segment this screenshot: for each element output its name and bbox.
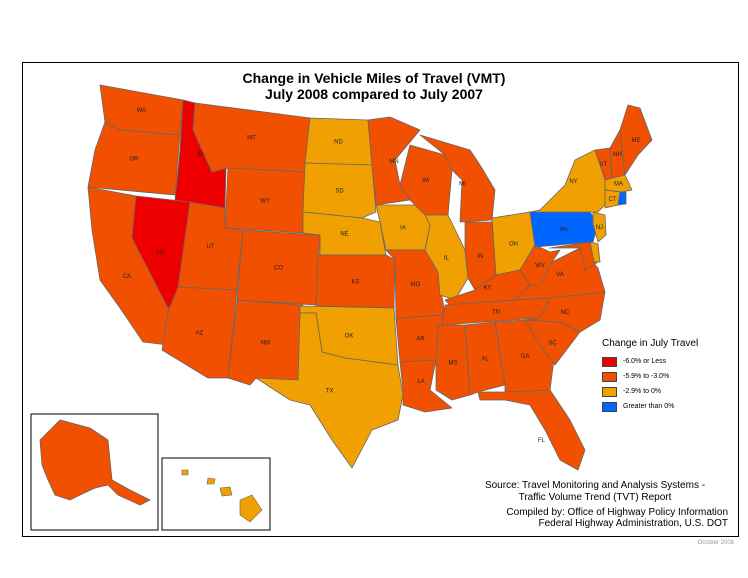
map-title: Change in Vehicle Miles of Travel (VMT) [242, 70, 506, 86]
state-label-tx: TX [326, 389, 334, 395]
state-MA [604, 174, 633, 193]
compiled-line-2: Federal Highway Administration, U.S. DOT [538, 518, 728, 529]
state-label-il: IL [444, 256, 450, 262]
source-line-1: Source: Travel Monitoring and Analysis S… [484, 480, 706, 491]
state-MI [419, 134, 496, 223]
state-label-oh: OH [509, 242, 518, 248]
state-VA [514, 247, 606, 301]
state-NJ [592, 211, 607, 243]
legend-label: -6.0% or Less [623, 358, 667, 365]
state-label-mo: MO [411, 282, 421, 288]
legend-item: -2.9% to 0% [602, 384, 698, 399]
state-label-ma: MA [614, 182, 623, 188]
state-label-mt: MT [247, 136, 256, 142]
state-label-ny: NY [569, 179, 577, 185]
state-label-az: AZ [196, 331, 204, 337]
state-label-sd: SD [335, 189, 344, 195]
state-IL [424, 214, 469, 301]
legend-swatch-orange [602, 371, 617, 382]
state-label-wi: WI [422, 178, 430, 184]
date-stamp: October 2008 [697, 540, 734, 546]
state-label-nh: NH [613, 152, 622, 158]
state-label-wy: WY [260, 199, 270, 205]
state-label-al: AL [481, 357, 489, 363]
state-label-nm: NM [261, 341, 270, 347]
state-label-co: CO [274, 266, 283, 272]
state-label-in: IN [478, 254, 484, 260]
state-label-ct: CT [609, 197, 617, 203]
map-frame [22, 62, 739, 537]
state-NY [529, 149, 606, 213]
legend-swatch-yellow [602, 386, 617, 397]
legend: Change in July Travel -6.0% or Less -5.9… [602, 338, 698, 414]
state-label-ar: AR [416, 337, 425, 343]
state-label-ne: NE [340, 232, 348, 238]
state-label-la: LA [417, 379, 424, 385]
source-line-2: Traffic Volume Trend (TVT) Report [518, 492, 672, 503]
state-label-fl: FL [538, 438, 546, 444]
hawaii-inset [161, 457, 271, 531]
state-label-ut: UT [207, 244, 215, 250]
legend-item: Greater than 0% [602, 399, 698, 414]
state-HI [239, 494, 263, 523]
state-OR [87, 121, 181, 196]
state-label-or: OR [130, 157, 140, 163]
state-label-ok: OK [345, 334, 354, 340]
legend-label: Greater than 0% [623, 403, 675, 410]
state-label-ia: IA [400, 226, 406, 232]
state-SD [302, 162, 377, 219]
state-label-mi: MI [459, 182, 466, 188]
state-label-tn: TN [492, 310, 500, 316]
state-label-sc: SC [548, 341, 557, 347]
state-TX [255, 312, 404, 469]
state-label-va: VA [556, 272, 564, 278]
map-subtitle: July 2008 compared to July 2007 [265, 86, 483, 102]
compiled-note: Compiled by: Office of Highway Policy In… [470, 507, 728, 529]
alaska-inset [30, 413, 159, 531]
state-label-ga: GA [521, 354, 530, 360]
state-FL [477, 389, 586, 471]
source-note: Source: Travel Monitoring and Analysis S… [470, 480, 720, 504]
state-label-nd: ND [334, 140, 343, 146]
legend-swatch-blue [602, 401, 617, 412]
state-DE [589, 241, 601, 263]
state-RI [617, 191, 627, 206]
state-label-ks: KS [351, 280, 359, 286]
state-KS [315, 254, 396, 309]
state-label-ca: CA [123, 274, 131, 280]
legend-title: Change in July Travel [602, 338, 699, 349]
state-AK [39, 419, 151, 506]
state-label-ky: KY [483, 286, 491, 292]
state-label-nv: NV [157, 250, 165, 256]
state-label-me: ME [632, 138, 641, 144]
state-label-pa: PA [560, 228, 568, 234]
legend-label: -5.9% to -3.0% [623, 373, 670, 380]
state-label-nc: NC [561, 310, 570, 316]
state-label-wa: WA [137, 108, 146, 114]
state-LA [399, 359, 453, 413]
legend-label: -2.9% to 0% [623, 388, 662, 395]
state-label-id: ID [198, 152, 205, 158]
state-label-wv: WV [535, 263, 545, 269]
state-label-nj: NJ [596, 225, 603, 231]
legend-item: -6.0% or Less [602, 354, 698, 369]
compiled-line-1: Compiled by: Office of Highway Policy In… [506, 507, 728, 518]
state-AL [464, 321, 506, 396]
legend-item: -5.9% to -3.0% [602, 369, 698, 384]
state-label-mn: MN [389, 159, 398, 165]
state-label-vt: VT [600, 162, 608, 168]
state-AZ [161, 286, 238, 379]
state-label-ms: MS [449, 361, 458, 367]
legend-swatch-red [602, 356, 617, 367]
